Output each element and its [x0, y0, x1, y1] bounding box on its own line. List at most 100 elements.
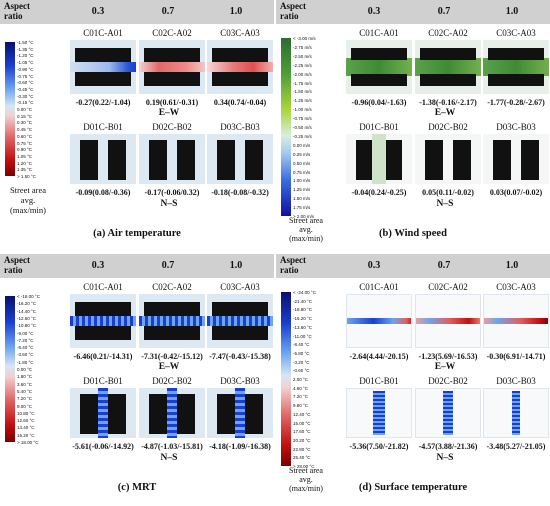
scenario-label: C02C-A02 [152, 282, 192, 292]
header-row: Aspect ratio 0.3 0.7 1.0 [0, 254, 274, 278]
legend-tick-label: -2.75 m/s [293, 44, 312, 50]
legend-tick-label: -1.05 °C [17, 60, 34, 66]
legend-tick-label: -12.60 °C [17, 315, 37, 321]
map-tile [207, 40, 273, 94]
scenario-label: D02C-B02 [152, 122, 192, 132]
legend-tick-label: 1.80 °C [17, 374, 33, 380]
legend-tick-label: > 18.00 °C [17, 440, 39, 445]
col-0-7: 0.7 [161, 6, 175, 17]
legend-tick-label: -0.45 °C [17, 86, 34, 92]
stat-value: 0.05(0.11/-0.02) [422, 188, 474, 197]
stat-value: -0.09(0.08/-0.36) [75, 188, 131, 197]
map-tile [139, 294, 205, 348]
header-row: Aspect ratio 0.3 0.7 1.0 [276, 254, 550, 278]
legend-tick-label: -2.50 m/s [293, 53, 312, 59]
map-tile [415, 388, 481, 438]
aspect-ratio-label: Aspect ratio [280, 255, 306, 275]
header-row: Aspect ratio 0.3 0.7 1.0 [276, 0, 550, 24]
stat-value: -1.23(5.69/-16.53) [418, 352, 478, 361]
legend-tick-label: 0.75 m/s [293, 169, 311, 175]
map-tile [346, 294, 412, 348]
legend-tick-label: -8.40 °C [293, 342, 310, 348]
legend-tick-label: 12.40 °C [293, 411, 311, 417]
panel-mrt: Aspect ratio 0.3 0.7 1.0 < -18.00 °C -16.… [0, 254, 274, 506]
map-tile [483, 294, 549, 348]
col-0-7: 0.7 [437, 6, 451, 17]
panel-surface-temperature: Aspect ratio 0.3 0.7 1.0 < -24.00 °C -21.… [276, 254, 550, 506]
legend-tick-label: -5.80 °C [293, 350, 310, 356]
panel-air-temperature: Aspect ratio 0.3 0.7 1.0 -1.50 °C -1.35 °… [0, 0, 274, 252]
scenario-label: C02C-A02 [428, 28, 468, 38]
legend-tick-label: 7.20 °C [17, 396, 33, 402]
legend-tick-label: -13.60 °C [293, 324, 313, 330]
legend-tick-label: 0.00 m/s [293, 142, 311, 148]
legend-tick-label: -7.20 °C [17, 337, 34, 343]
legend-tick-label: -0.90 °C [17, 66, 34, 72]
scenario-label: D02C-B02 [152, 376, 192, 386]
legend-tick-label: 0.60 °C [17, 133, 33, 139]
legend-tick-label: 7.20 °C [293, 394, 309, 400]
map-tile [207, 134, 273, 184]
legend-colorbar [5, 42, 15, 176]
legend-tick-label: 17.60 °C [293, 429, 311, 435]
scenario-label: C01C-A01 [359, 282, 399, 292]
stat-value: -0.17(-0.06/0.32) [144, 188, 200, 197]
col-1-0: 1.0 [505, 260, 519, 271]
legend-tick-label: 0.90 °C [17, 147, 33, 153]
col-0-3: 0.3 [367, 6, 381, 17]
stat-value: -1.38(-0.16/-2.17) [419, 98, 477, 107]
scenario-label: D02C-B02 [428, 376, 468, 386]
scenario-label: C03C-A03 [220, 282, 260, 292]
scenario-label: D03C-B03 [220, 122, 260, 132]
col-0-7: 0.7 [161, 260, 175, 271]
legend-tick-label: -5.40 °C [17, 345, 34, 351]
col-1-0: 1.0 [229, 6, 243, 17]
col-0-3: 0.3 [91, 6, 105, 17]
legend-tick-label: 9.80 °C [293, 403, 309, 409]
legend-tick-label: 1.75 m/s [293, 205, 311, 211]
legend-tick-label: -1.50 °C [17, 40, 34, 45]
orientation-label: E–W [158, 108, 180, 118]
scenario-label: C01C-A01 [83, 28, 123, 38]
legend-tick-label: -1.35 °C [17, 46, 34, 52]
legend-note: Street area avg. (max/min) [9, 185, 47, 215]
legend-tick-label: 20.20 °C [293, 437, 311, 443]
legend-tick-label: 0.15 °C [17, 113, 33, 119]
legend-tick-label: -0.60 °C [293, 368, 310, 374]
scenario-label: C03C-A03 [496, 282, 536, 292]
legend-tick-label: < -3.00 m/s [293, 36, 316, 41]
stat-value: -4.57(3.88/-21.36) [418, 442, 478, 451]
legend-tick-label: 3.60 °C [17, 381, 33, 387]
aspect-ratio-label: Aspect ratio [4, 255, 30, 275]
legend-tick-label: 15.00 °C [293, 420, 311, 426]
map-tile [70, 388, 136, 438]
map-tile [139, 388, 205, 438]
map-tile [207, 294, 273, 348]
stat-value: -0.30(6.91/-14.71) [486, 352, 546, 361]
panel-caption: (b) Wind speed [379, 228, 447, 239]
legend-tick-label: -0.15 °C [17, 100, 34, 106]
legend-tick-label: 4.60 °C [293, 385, 309, 391]
scenario-label: C03C-A03 [220, 28, 260, 38]
stat-value: -0.04(0.24/-0.25) [351, 188, 407, 197]
legend-tick-label: 2.00 °C [293, 377, 309, 382]
panel-wind-speed: Aspect ratio 0.3 0.7 1.0 < -3.00 m/s -2.7… [276, 0, 550, 252]
legend-tick-label: -9.00 °C [17, 330, 34, 336]
map-tile [139, 40, 205, 94]
scenario-label: D01C-B01 [359, 122, 399, 132]
legend-tick-label: 1.35 °C [17, 167, 33, 173]
stat-value: -1.77(-0.28/-2.67) [487, 98, 545, 107]
scenario-label: D03C-B03 [220, 376, 260, 386]
col-0-3: 0.3 [367, 260, 381, 271]
map-tile [415, 134, 481, 184]
legend-tick-label: 0.75 °C [17, 140, 33, 146]
scenario-label: D01C-B01 [83, 122, 123, 132]
map-tile [483, 134, 549, 184]
legend-tick-label: > 2.00 m/s [293, 214, 315, 219]
legend-tick-label: -11.00 °C [293, 333, 312, 339]
scenario-label: C02C-A02 [428, 282, 468, 292]
panel-caption: (c) MRT [117, 482, 157, 493]
scenario-label: D03C-B03 [496, 122, 536, 132]
col-0-7: 0.7 [437, 260, 451, 271]
legend-tick-label: -0.30 °C [17, 93, 34, 99]
